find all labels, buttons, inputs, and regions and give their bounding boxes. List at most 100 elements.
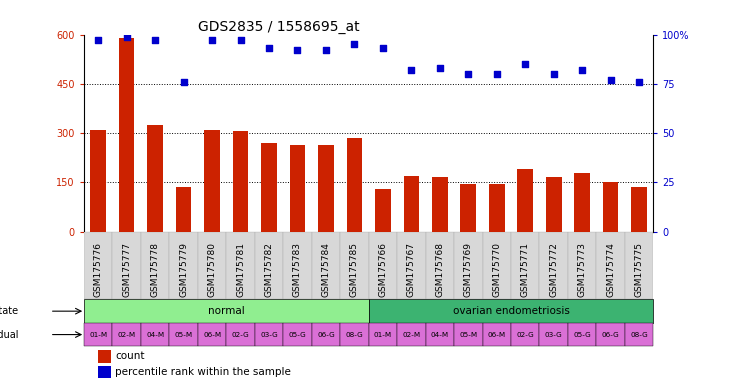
Text: ovarian endometriosis: ovarian endometriosis bbox=[453, 306, 569, 316]
Bar bbox=[119, 38, 134, 232]
Text: GSM175780: GSM175780 bbox=[207, 242, 217, 297]
Bar bbox=[84, 300, 369, 323]
Text: 06-M: 06-M bbox=[488, 331, 506, 338]
Text: 06-M: 06-M bbox=[203, 331, 221, 338]
Text: 04-M: 04-M bbox=[431, 331, 449, 338]
Bar bbox=[596, 323, 625, 346]
Point bbox=[263, 45, 274, 51]
Bar bbox=[404, 176, 419, 232]
Bar bbox=[283, 323, 312, 346]
Text: GSM175781: GSM175781 bbox=[236, 242, 245, 297]
Point bbox=[604, 77, 616, 83]
Point bbox=[206, 37, 218, 43]
Bar bbox=[312, 323, 340, 346]
Bar bbox=[483, 232, 511, 300]
Bar bbox=[489, 184, 504, 232]
Bar bbox=[98, 350, 111, 362]
Bar bbox=[568, 232, 596, 300]
Text: 02-M: 02-M bbox=[118, 331, 136, 338]
Text: 05-M: 05-M bbox=[459, 331, 477, 338]
Bar bbox=[340, 323, 369, 346]
Point bbox=[149, 37, 161, 43]
Text: GSM175769: GSM175769 bbox=[464, 242, 473, 297]
Bar bbox=[112, 323, 141, 346]
Bar bbox=[596, 232, 625, 300]
Text: 02-M: 02-M bbox=[402, 331, 420, 338]
Bar bbox=[98, 366, 111, 379]
Point bbox=[377, 45, 388, 51]
Text: GSM175771: GSM175771 bbox=[520, 242, 530, 297]
Bar bbox=[511, 232, 539, 300]
Text: 01-M: 01-M bbox=[374, 331, 392, 338]
Text: 08-G: 08-G bbox=[345, 331, 364, 338]
Bar bbox=[375, 189, 391, 232]
Bar bbox=[369, 232, 397, 300]
Text: 05-G: 05-G bbox=[573, 331, 591, 338]
Text: disease state: disease state bbox=[0, 306, 18, 316]
Bar bbox=[426, 232, 454, 300]
Bar bbox=[347, 138, 362, 232]
Text: GSM175773: GSM175773 bbox=[577, 242, 587, 297]
Bar bbox=[397, 323, 426, 346]
Text: GSM175774: GSM175774 bbox=[606, 242, 615, 297]
Bar bbox=[198, 323, 226, 346]
Text: 03-G: 03-G bbox=[260, 331, 278, 338]
Point bbox=[349, 41, 361, 48]
Bar bbox=[511, 323, 539, 346]
Point bbox=[634, 79, 645, 85]
Bar bbox=[169, 323, 198, 346]
Text: GSM175772: GSM175772 bbox=[549, 242, 558, 297]
Point bbox=[519, 61, 531, 67]
Bar bbox=[233, 131, 248, 232]
Point bbox=[235, 37, 247, 43]
Bar bbox=[290, 145, 305, 232]
Bar bbox=[432, 177, 447, 232]
Text: GSM175783: GSM175783 bbox=[293, 242, 302, 297]
Text: GSM175778: GSM175778 bbox=[150, 242, 160, 297]
Bar bbox=[176, 187, 191, 232]
Text: 08-G: 08-G bbox=[630, 331, 648, 338]
Text: GSM175770: GSM175770 bbox=[492, 242, 502, 297]
Text: GSM175776: GSM175776 bbox=[93, 242, 103, 297]
Text: GSM175768: GSM175768 bbox=[435, 242, 445, 297]
Point bbox=[178, 79, 190, 85]
Bar bbox=[204, 130, 220, 232]
Point bbox=[406, 67, 418, 73]
Bar bbox=[625, 232, 653, 300]
Bar bbox=[84, 232, 112, 300]
Bar bbox=[483, 323, 511, 346]
Bar bbox=[141, 232, 169, 300]
Bar bbox=[539, 323, 568, 346]
Bar bbox=[426, 323, 454, 346]
Text: GSM175766: GSM175766 bbox=[378, 242, 388, 297]
Text: GSM175775: GSM175775 bbox=[634, 242, 644, 297]
Text: GSM175782: GSM175782 bbox=[264, 242, 274, 297]
Point bbox=[463, 71, 474, 77]
Bar bbox=[575, 172, 590, 232]
Bar bbox=[141, 323, 169, 346]
Bar bbox=[147, 125, 163, 232]
Bar bbox=[198, 232, 226, 300]
Point bbox=[320, 47, 331, 53]
Text: GSM175779: GSM175779 bbox=[179, 242, 188, 297]
Bar bbox=[112, 232, 141, 300]
Text: 05-M: 05-M bbox=[174, 331, 193, 338]
Bar bbox=[518, 169, 533, 232]
Bar bbox=[461, 184, 476, 232]
Bar bbox=[91, 130, 106, 232]
Text: individual: individual bbox=[0, 329, 18, 339]
Bar bbox=[397, 232, 426, 300]
Bar bbox=[169, 232, 198, 300]
Point bbox=[92, 37, 104, 43]
Bar bbox=[454, 323, 483, 346]
Bar bbox=[539, 232, 568, 300]
Bar bbox=[226, 232, 255, 300]
Text: 04-M: 04-M bbox=[146, 331, 164, 338]
Text: percentile rank within the sample: percentile rank within the sample bbox=[115, 367, 291, 377]
Text: 01-M: 01-M bbox=[89, 331, 107, 338]
Bar bbox=[546, 177, 561, 232]
Bar bbox=[255, 232, 283, 300]
Text: GSM175767: GSM175767 bbox=[407, 242, 416, 297]
Bar bbox=[255, 323, 283, 346]
Text: normal: normal bbox=[208, 306, 245, 316]
